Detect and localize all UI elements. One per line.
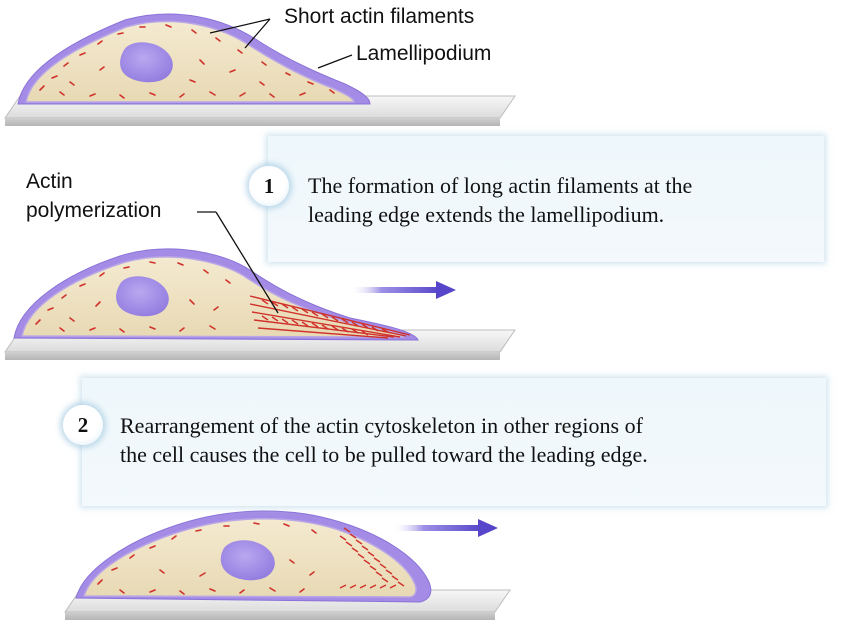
step-1-line1: The formation of long actin filaments at… xyxy=(308,173,693,198)
direction-arrow-head xyxy=(436,281,456,299)
step-2-line2: the cell causes the cell to be pulled to… xyxy=(120,442,648,467)
nucleus xyxy=(120,42,173,83)
nucleus xyxy=(116,276,169,317)
step-2-text: Rearrangement of the actin cytoskeleton … xyxy=(120,411,648,469)
label-actin-polymerization-line2: polymerization xyxy=(26,199,162,222)
nucleus xyxy=(220,540,275,581)
direction-arrow-shaft xyxy=(392,525,482,531)
step-2-panel xyxy=(82,378,826,506)
slide-front xyxy=(65,612,495,620)
contracted-actin-bundles xyxy=(339,527,405,589)
step-1-panel xyxy=(268,136,824,262)
cell-stage-2 xyxy=(4,211,516,360)
step-1-line2: leading edge extends the lamellipodium. xyxy=(308,202,665,227)
step-2-badge: 2 xyxy=(63,405,103,445)
short-actin-filaments xyxy=(97,522,317,595)
short-actin-filaments xyxy=(35,261,231,333)
step-1-badge: 1 xyxy=(249,166,289,206)
label-short-actin-filaments: Short actin filaments xyxy=(284,5,475,28)
step-1-text: The formation of long actin filaments at… xyxy=(308,171,692,229)
long-actin-filaments xyxy=(249,295,411,339)
slide-front xyxy=(5,352,500,360)
direction-arrow-head xyxy=(478,519,498,537)
cytoplasm xyxy=(25,20,355,103)
label-lamellipodium: Lamellipodium xyxy=(356,42,492,65)
direction-arrow-shaft xyxy=(350,287,440,293)
slide-front xyxy=(5,118,500,126)
step-2-line1: Rearrangement of the actin cytoskeleton … xyxy=(120,413,643,438)
short-actin-filaments xyxy=(39,24,335,99)
cell-stage-1 xyxy=(4,13,516,126)
cell-stage-3 xyxy=(64,510,511,620)
cytoplasm xyxy=(21,256,406,338)
label-actin-polymerization-line1: Actin xyxy=(26,170,73,193)
